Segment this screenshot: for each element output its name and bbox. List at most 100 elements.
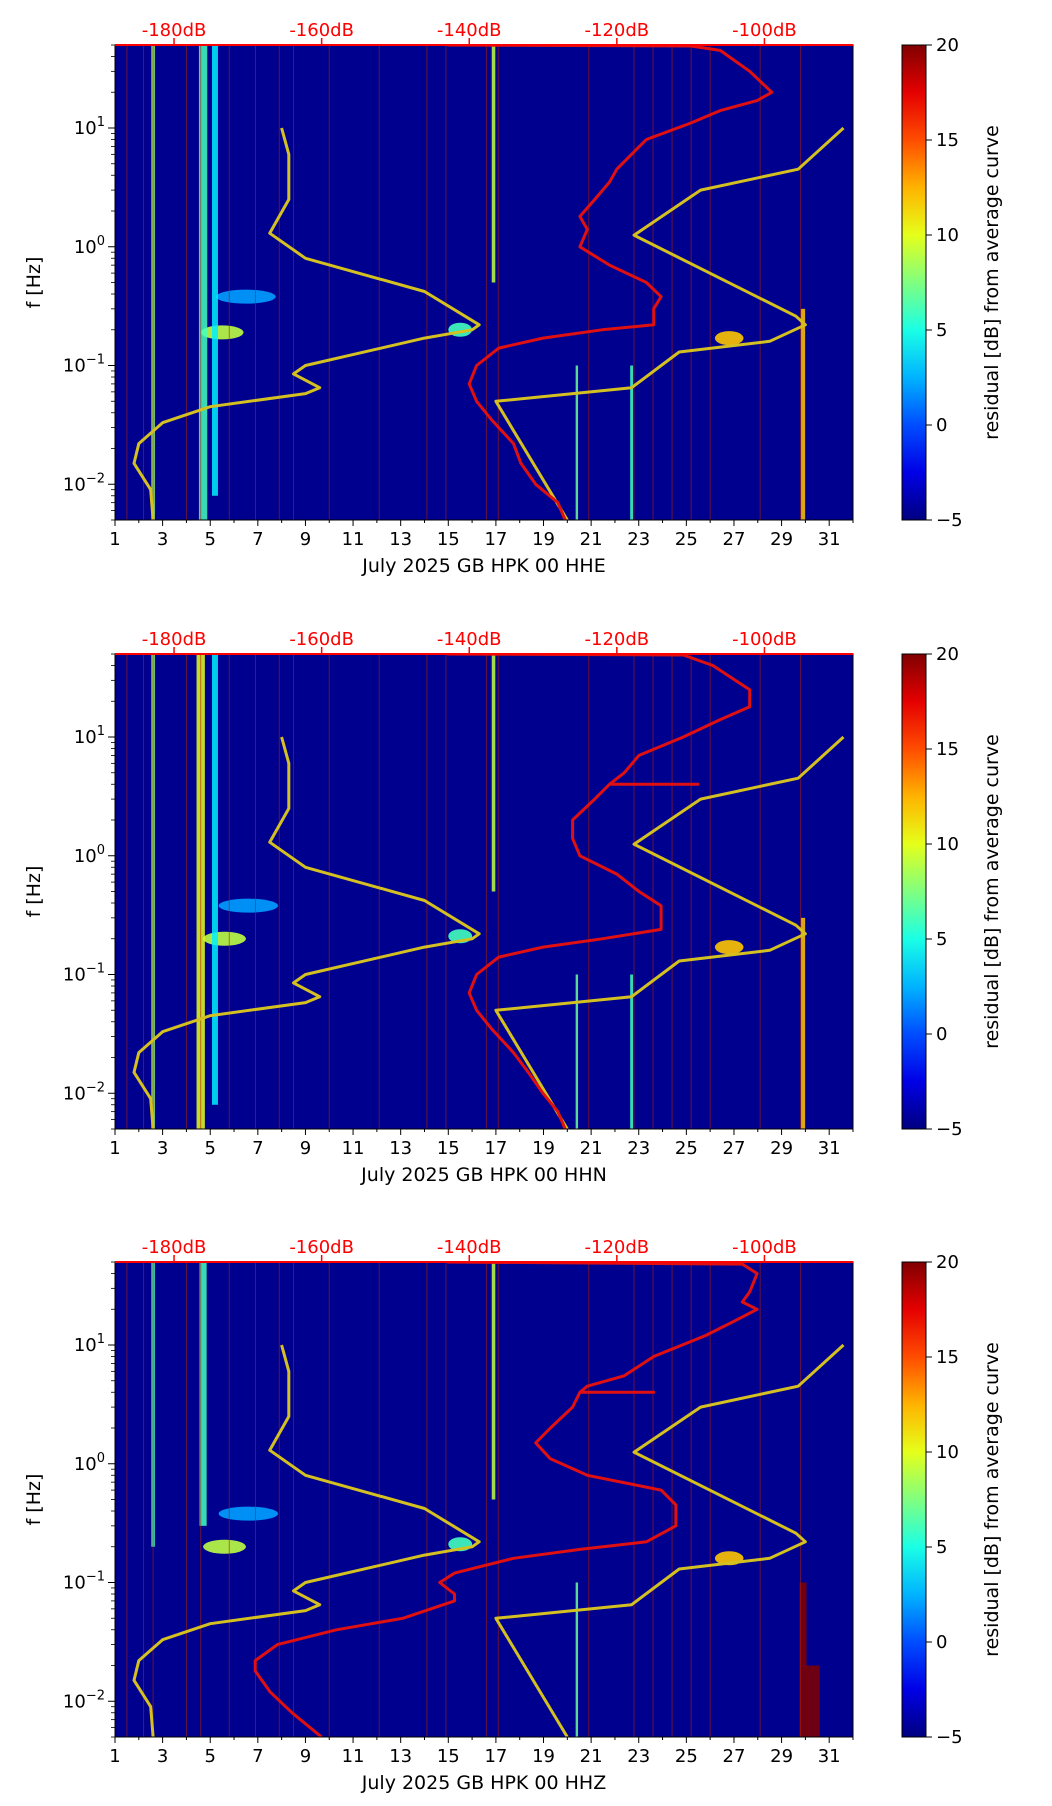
x-axis-label: July 2025 GB HPK 00 HHN bbox=[360, 1164, 607, 1186]
noise-model-line bbox=[494, 1343, 845, 1737]
x-tick-label: 25 bbox=[675, 529, 698, 550]
psd-curve-line bbox=[253, 1262, 759, 1737]
energy-blob bbox=[218, 898, 279, 913]
y-tick-exponent: −1 bbox=[86, 353, 105, 368]
y-tick-label: 10−2 bbox=[63, 1688, 105, 1712]
colorbar-tick-label: 15 bbox=[936, 739, 959, 760]
x-tick-label: 17 bbox=[484, 1746, 507, 1767]
db-axis-tick-label: -160dB bbox=[289, 20, 354, 41]
plot-area bbox=[126, 45, 845, 520]
y-tick-label: 100 bbox=[74, 843, 105, 867]
y-tick-exponent: 1 bbox=[97, 724, 105, 739]
x-tick-label: 9 bbox=[300, 1138, 311, 1159]
colorbar-label: residual [dB] from average curve bbox=[981, 125, 1003, 440]
x-tick-label: 21 bbox=[580, 1138, 603, 1159]
y-tick-label: 101 bbox=[74, 115, 105, 139]
colorbar-tick-label: −5 bbox=[936, 1119, 963, 1140]
y-tick-label: 101 bbox=[74, 724, 105, 748]
y-tick-label: 10−1 bbox=[63, 353, 105, 377]
colorbar-tick-label: 0 bbox=[936, 1024, 947, 1045]
x-tick-label: 31 bbox=[818, 1746, 841, 1767]
energy-band bbox=[630, 974, 634, 1129]
x-tick-label: 3 bbox=[157, 1138, 168, 1159]
x-tick-label: 1 bbox=[109, 1746, 120, 1767]
y-tick-label: 101 bbox=[74, 1332, 105, 1356]
db-axis-tick-label: -120dB bbox=[585, 629, 650, 650]
energy-band bbox=[212, 654, 218, 1105]
x-tick-label: 13 bbox=[389, 1138, 412, 1159]
db-axis-tick-label: -120dB bbox=[585, 20, 650, 41]
x-tick-label: 13 bbox=[389, 529, 412, 550]
energy-blob bbox=[714, 331, 744, 346]
x-tick-label: 29 bbox=[770, 1138, 793, 1159]
colorbar-tick-label: 10 bbox=[936, 225, 959, 246]
x-tick-label: 5 bbox=[204, 1746, 215, 1767]
energy-band bbox=[800, 308, 806, 520]
x-tick-label: 19 bbox=[532, 529, 555, 550]
y-tick-label: 10−2 bbox=[63, 1080, 105, 1104]
energy-band bbox=[212, 45, 218, 496]
x-tick-label: 23 bbox=[627, 1138, 650, 1159]
psd-curve-line bbox=[447, 45, 774, 520]
colorbar-tick-label: 10 bbox=[936, 1442, 959, 1463]
colorbar bbox=[901, 44, 927, 521]
db-axis-tick-label: -140dB bbox=[437, 20, 502, 41]
colorbar-tick-label: −5 bbox=[936, 1727, 963, 1748]
energy-blob bbox=[200, 325, 244, 340]
y-tick-exponent: 1 bbox=[97, 1332, 105, 1347]
db-axis-tick-label: -100dB bbox=[732, 629, 797, 650]
db-axis-tick-label: -180dB bbox=[142, 20, 207, 41]
x-tick-label: 11 bbox=[342, 1746, 365, 1767]
energy-band bbox=[199, 1262, 207, 1526]
x-tick-label: 27 bbox=[723, 529, 746, 550]
energy-band bbox=[491, 45, 496, 283]
y-tick-label: 10−2 bbox=[63, 471, 105, 495]
energy-band bbox=[198, 45, 208, 520]
psd-curve-line bbox=[447, 654, 752, 1129]
colorbar bbox=[901, 653, 927, 1130]
y-tick-exponent: −2 bbox=[86, 1080, 105, 1095]
y-tick-exponent: 0 bbox=[97, 234, 105, 249]
energy-blob bbox=[203, 1539, 246, 1554]
noise-model-line bbox=[132, 1344, 481, 1737]
x-tick-label: 19 bbox=[532, 1138, 555, 1159]
energy-blob bbox=[216, 289, 276, 304]
energy-band bbox=[800, 917, 806, 1129]
x-tick-label: 29 bbox=[770, 1746, 793, 1767]
x-tick-label: 15 bbox=[437, 1746, 460, 1767]
x-tick-label: 21 bbox=[580, 1746, 603, 1767]
x-tick-label: 9 bbox=[300, 1746, 311, 1767]
db-axis-tick-label: -160dB bbox=[289, 629, 354, 650]
noise-model-line bbox=[132, 127, 481, 520]
energy-band bbox=[805, 1665, 820, 1737]
x-tick-label: 31 bbox=[818, 1138, 841, 1159]
noise-model-line bbox=[494, 126, 845, 520]
colorbar bbox=[901, 1261, 927, 1738]
y-tick-exponent: −2 bbox=[86, 471, 105, 486]
y-axis-label: f [Hz] bbox=[23, 1474, 45, 1526]
db-axis-tick-label: -180dB bbox=[142, 1237, 207, 1258]
y-tick-exponent: −2 bbox=[86, 1688, 105, 1703]
x-tick-label: 29 bbox=[770, 529, 793, 550]
colorbar-tick-label: 0 bbox=[936, 415, 947, 436]
energy-band bbox=[491, 1262, 496, 1500]
energy-band bbox=[491, 654, 496, 892]
x-tick-label: 5 bbox=[204, 529, 215, 550]
db-axis-tick-label: -160dB bbox=[289, 1237, 354, 1258]
x-tick-label: 21 bbox=[580, 529, 603, 550]
y-tick-label: 100 bbox=[74, 234, 105, 258]
y-tick-exponent: −1 bbox=[86, 962, 105, 977]
y-axis-label: f [Hz] bbox=[23, 866, 45, 918]
x-tick-label: 3 bbox=[157, 1746, 168, 1767]
colorbar-tick-label: 20 bbox=[936, 35, 959, 56]
y-tick-exponent: −1 bbox=[86, 1570, 105, 1585]
colorbar-label: residual [dB] from average curve bbox=[981, 1342, 1003, 1657]
plot-background bbox=[115, 1262, 853, 1737]
energy-band bbox=[575, 1582, 579, 1737]
db-axis-tick-label: -120dB bbox=[585, 1237, 650, 1258]
y-tick-exponent: 0 bbox=[97, 843, 105, 858]
